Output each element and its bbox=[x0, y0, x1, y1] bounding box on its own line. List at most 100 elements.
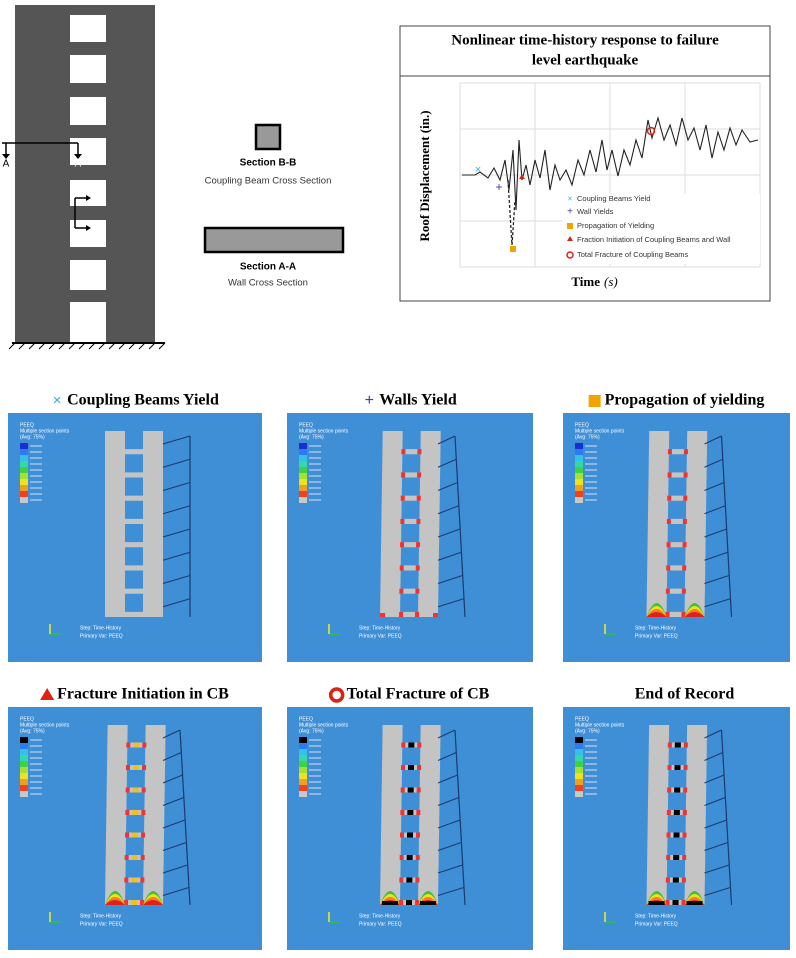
response-chart: Nonlinear time-history response to failu… bbox=[400, 26, 770, 301]
contour-swatch bbox=[575, 779, 583, 785]
title-symbol bbox=[40, 688, 54, 700]
yield-mark bbox=[666, 878, 670, 883]
wall bbox=[685, 431, 708, 617]
contour-swatch bbox=[20, 467, 28, 473]
contour-swatch bbox=[20, 791, 28, 797]
yield-mark bbox=[415, 612, 419, 617]
contour-swatch bbox=[20, 779, 28, 785]
yield-mark bbox=[415, 589, 419, 594]
contour-swatch bbox=[575, 785, 583, 791]
y-axis-label: Roof Displacement (in.) bbox=[417, 110, 432, 241]
contour-swatch bbox=[575, 791, 583, 797]
contour-swatch bbox=[299, 473, 307, 479]
contour-swatch bbox=[20, 743, 28, 749]
fracture-mark bbox=[132, 833, 138, 838]
contour-swatch bbox=[575, 737, 583, 743]
contour-swatch bbox=[575, 497, 583, 503]
step-text: Step: Time-History bbox=[359, 625, 401, 631]
yield-mark bbox=[400, 833, 404, 838]
contour-swatch bbox=[299, 743, 307, 749]
yield-mark bbox=[684, 743, 688, 748]
contour-swatch bbox=[299, 761, 307, 767]
yield-mark bbox=[126, 788, 130, 793]
wall bbox=[647, 725, 670, 905]
contour-swatch bbox=[299, 449, 307, 455]
fracture-mark bbox=[407, 855, 413, 860]
step-text: Step: Time-History bbox=[80, 625, 122, 631]
contour-averaging: (Avg: 75%) bbox=[20, 728, 45, 734]
yield-mark bbox=[667, 496, 671, 501]
yield-mark bbox=[417, 496, 421, 501]
wall bbox=[105, 725, 128, 905]
yield-mark bbox=[401, 788, 405, 793]
svg-text:×: × bbox=[475, 164, 481, 176]
yield-mark bbox=[684, 449, 688, 454]
contour-swatch bbox=[299, 467, 307, 473]
coupling-beam bbox=[125, 496, 143, 501]
coupling-beam bbox=[125, 612, 143, 617]
title-symbol bbox=[589, 395, 601, 407]
contour-swatch bbox=[20, 755, 28, 761]
fracture-mark bbox=[408, 743, 414, 748]
contour-swatch bbox=[20, 749, 28, 755]
yield-mark bbox=[683, 788, 687, 793]
yield-mark bbox=[682, 589, 686, 594]
contour-swatch bbox=[575, 749, 583, 755]
yield-mark bbox=[140, 878, 144, 883]
fracture-mark bbox=[673, 833, 679, 838]
contour-swatch bbox=[299, 461, 307, 467]
yield-mark bbox=[141, 833, 145, 838]
contour-averaging: (Avg: 75%) bbox=[299, 728, 324, 734]
fracture-mark bbox=[132, 855, 138, 860]
yield-mark bbox=[417, 765, 421, 770]
fracture-mark bbox=[407, 810, 413, 815]
yield-mark bbox=[126, 765, 130, 770]
title-symbol: × bbox=[53, 392, 62, 409]
wall bbox=[143, 725, 166, 905]
contour-swatch bbox=[299, 491, 307, 497]
beam-section bbox=[256, 125, 280, 149]
wall bbox=[685, 725, 708, 905]
wall-section bbox=[205, 228, 343, 252]
fracture-mark bbox=[673, 878, 679, 883]
primary-text: Primary Var: PEEQ bbox=[80, 921, 123, 927]
yield-mark bbox=[400, 810, 404, 815]
contour-averaging: (Avg: 75%) bbox=[20, 434, 45, 440]
x-axis-label: Time bbox=[571, 274, 600, 289]
yield-mark bbox=[142, 743, 146, 748]
wall bbox=[647, 431, 670, 617]
primary-text: Primary Var: PEEQ bbox=[80, 633, 123, 639]
contour-averaging: (Avg: 75%) bbox=[575, 728, 600, 734]
fracture-mark bbox=[407, 833, 413, 838]
legend-entry: Fraction Initiation of Coupling Beams an… bbox=[577, 235, 731, 244]
contour-swatch bbox=[20, 473, 28, 479]
coupling-beam bbox=[125, 589, 143, 594]
contour-swatch bbox=[575, 443, 583, 449]
yield-mark bbox=[141, 855, 145, 860]
contour-swatch bbox=[299, 485, 307, 491]
yield-mark bbox=[668, 449, 672, 454]
yield-mark bbox=[682, 855, 686, 860]
yield-mark bbox=[668, 472, 672, 477]
section-subtitle: Coupling Beam Cross Section bbox=[205, 176, 332, 187]
wall bbox=[418, 725, 441, 905]
fracture-mark bbox=[408, 788, 414, 793]
contour-swatch bbox=[575, 473, 583, 479]
contour-swatch bbox=[299, 791, 307, 797]
yield-mark bbox=[401, 449, 405, 454]
yield-mark bbox=[416, 519, 420, 524]
contour-swatch bbox=[20, 761, 28, 767]
contour-swatch bbox=[299, 737, 307, 743]
coupling-beam bbox=[125, 449, 143, 454]
contour-swatch bbox=[575, 485, 583, 491]
panel-title: Total Fracture of CB bbox=[347, 686, 490, 703]
base-yield bbox=[433, 613, 438, 617]
fracture-mark bbox=[675, 743, 681, 748]
yield-mark bbox=[684, 472, 688, 477]
yield-mark bbox=[682, 878, 686, 883]
contour-swatch bbox=[20, 479, 28, 485]
fracture-mark bbox=[673, 855, 679, 860]
primary-text: Primary Var: PEEQ bbox=[359, 921, 402, 927]
panel-title: Fracture Initiation in CB bbox=[57, 686, 229, 703]
yield-mark bbox=[415, 878, 419, 883]
